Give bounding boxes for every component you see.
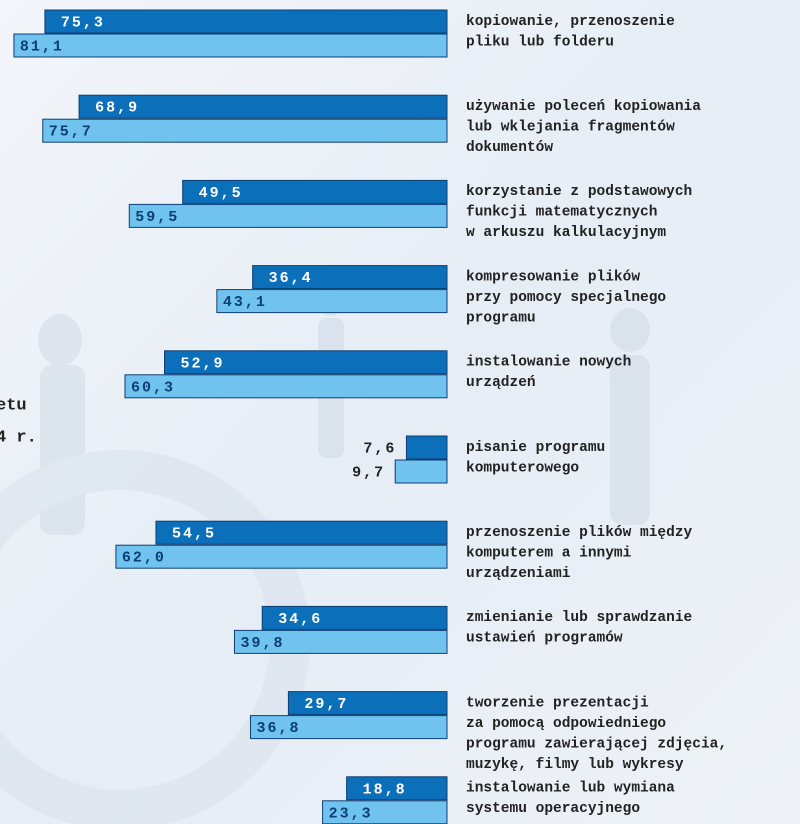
value-label: 9,7 — [352, 464, 385, 481]
bar — [13, 33, 448, 58]
value-label: 34,6 — [278, 611, 322, 628]
category-label: urządzeniami — [466, 566, 571, 582]
bar — [405, 435, 448, 460]
bar — [78, 94, 448, 119]
value-label: 60,3 — [131, 379, 175, 396]
category-label: za pomocą odpowiedniego — [466, 716, 666, 732]
bar — [252, 265, 448, 290]
bar — [287, 691, 448, 716]
category-label: w arkuszu kalkulacyjnym — [466, 225, 666, 241]
category-label: ustawień programów — [466, 631, 623, 647]
annotation: etu — [0, 396, 27, 415]
bar — [124, 374, 448, 399]
value-label: 62,0 — [122, 550, 166, 567]
bar — [394, 459, 448, 484]
value-label: 36,8 — [256, 720, 300, 737]
category-label: systemu operacyjnego — [466, 801, 640, 817]
category-label: przenoszenie plików między — [466, 525, 693, 541]
value-label: 23,3 — [329, 805, 373, 822]
category-label: pliku lub folderu — [466, 34, 614, 50]
bar — [128, 203, 448, 228]
value-label: 49,5 — [199, 185, 243, 202]
bar — [155, 520, 448, 545]
value-label: 52,9 — [181, 355, 225, 372]
category-label: programu zawierającej zdjęcia, — [466, 736, 727, 752]
category-label: komputerem a innymi — [466, 546, 632, 562]
value-label: 81,1 — [20, 38, 64, 55]
category-label: zmienianie lub sprawdzanie — [466, 610, 692, 626]
value-label: 36,4 — [269, 270, 313, 287]
value-label: 68,9 — [95, 100, 139, 117]
value-label: 29,7 — [304, 696, 348, 713]
bar — [164, 350, 448, 375]
bar — [233, 629, 448, 654]
category-label: tworzenie prezentacji — [466, 695, 649, 711]
bar — [216, 289, 448, 314]
category-label: dokumentów — [466, 140, 553, 156]
category-label: urządzeń — [466, 375, 536, 391]
value-label: 43,1 — [223, 294, 267, 311]
category-label: komputerowego — [466, 460, 579, 476]
category-label: instalowanie lub wymiana — [466, 781, 675, 797]
category-label: programu — [466, 310, 536, 326]
value-label: 59,5 — [135, 209, 179, 226]
bar — [44, 9, 448, 34]
category-label: instalowanie nowych — [466, 355, 631, 371]
value-label: 54,5 — [172, 526, 216, 543]
value-label: 39,8 — [240, 635, 284, 652]
category-label: kopiowanie, przenoszenie — [466, 14, 675, 30]
bar — [42, 118, 448, 143]
bar — [182, 179, 448, 204]
bar — [261, 605, 448, 630]
category-label: używanie poleceń kopiowania — [466, 99, 701, 115]
category-label: funkcji matematycznych — [466, 205, 657, 221]
value-label: 18,8 — [363, 781, 407, 798]
category-label: lub wklejania fragmentów — [466, 120, 675, 136]
category-label: korzystanie z podstawowych — [466, 184, 692, 200]
category-label: kompresowanie plików — [466, 269, 640, 285]
bar — [249, 715, 448, 740]
bar — [115, 544, 448, 569]
value-label: 75,3 — [61, 14, 105, 31]
category-label: przy pomocy specjalnego — [466, 290, 666, 306]
annotation: 4 r. — [0, 428, 37, 447]
category-label: muzykę, filmy lub wykresy — [466, 757, 684, 773]
value-label: 7,6 — [363, 440, 396, 457]
value-label: 75,7 — [49, 124, 93, 141]
category-label: pisanie programu — [466, 440, 605, 456]
bar — [346, 776, 448, 801]
